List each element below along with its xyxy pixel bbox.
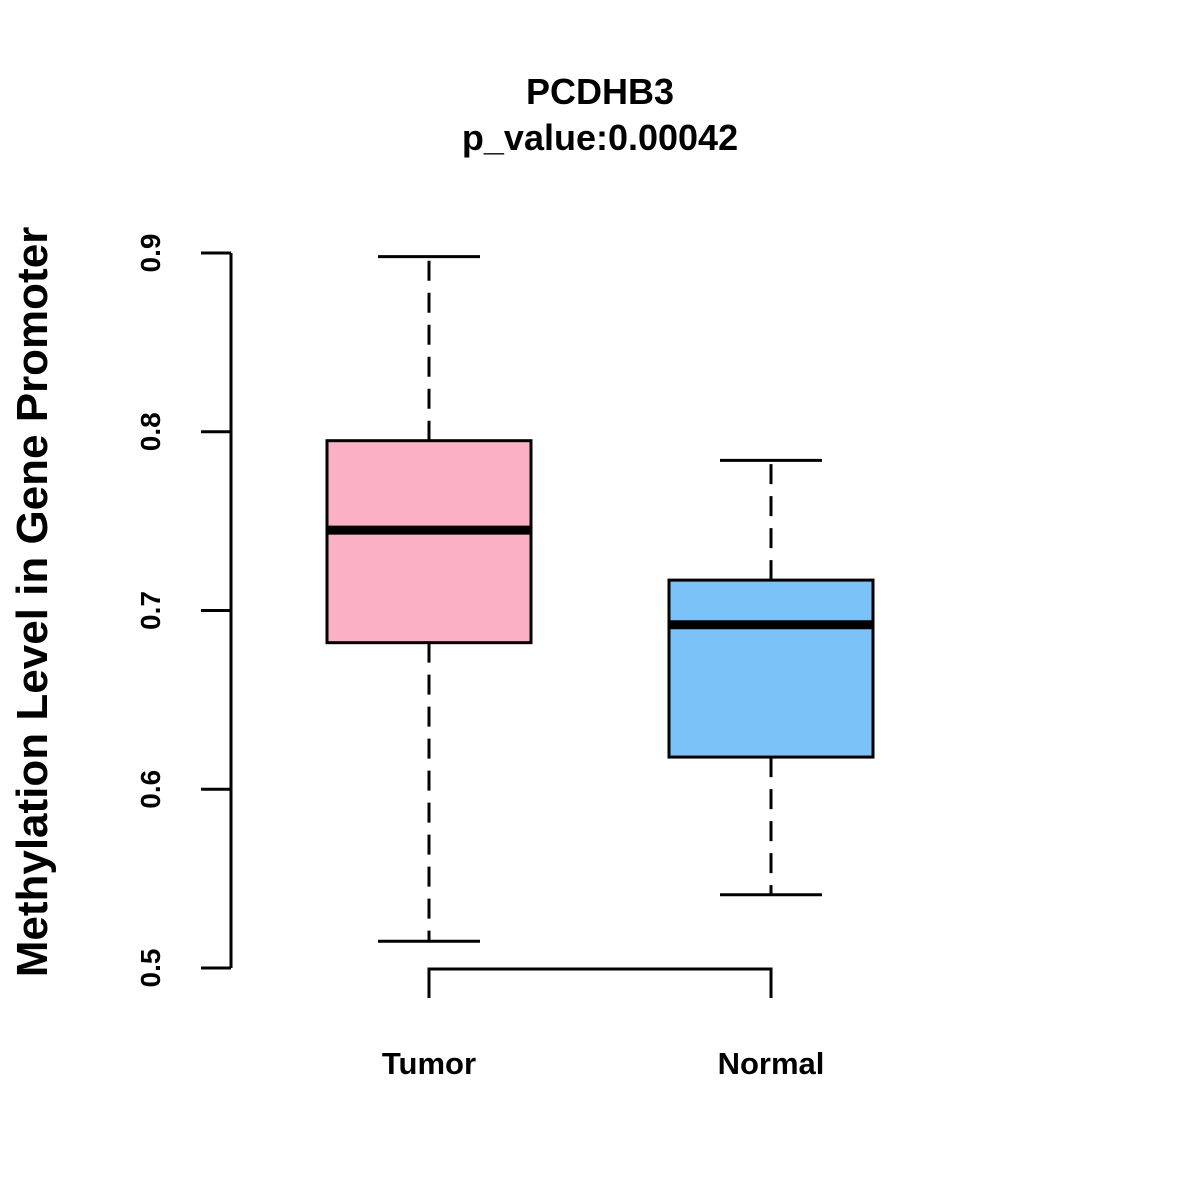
y-tick-label: 0.9	[135, 234, 166, 273]
category-labels: Tumor Normal	[382, 1046, 824, 1081]
y-axis-label: Methylation Level in Gene Promoter	[8, 227, 57, 978]
bracket-line	[427, 967, 773, 998]
y-tick-label: 0.5	[135, 949, 166, 988]
category-label-normal: Normal	[718, 1046, 825, 1081]
y-tick-label: 0.7	[135, 591, 166, 630]
y-tick-label: 0.6	[135, 770, 166, 809]
category-label-tumor: Tumor	[382, 1046, 476, 1081]
chart-subtitle: p_value:0.00042	[462, 117, 738, 158]
chart-title: PCDHB3	[526, 71, 674, 112]
iqr-box	[325, 439, 533, 645]
comparison-bracket	[427, 967, 773, 998]
iqr-box	[667, 578, 875, 759]
box-normal	[667, 458, 875, 897]
boxes	[325, 255, 875, 943]
y-tick-label: 0.8	[135, 412, 166, 451]
box-tumor	[325, 255, 533, 943]
y-axis: 0.5 0.6 0.7 0.8 0.9	[135, 234, 233, 988]
